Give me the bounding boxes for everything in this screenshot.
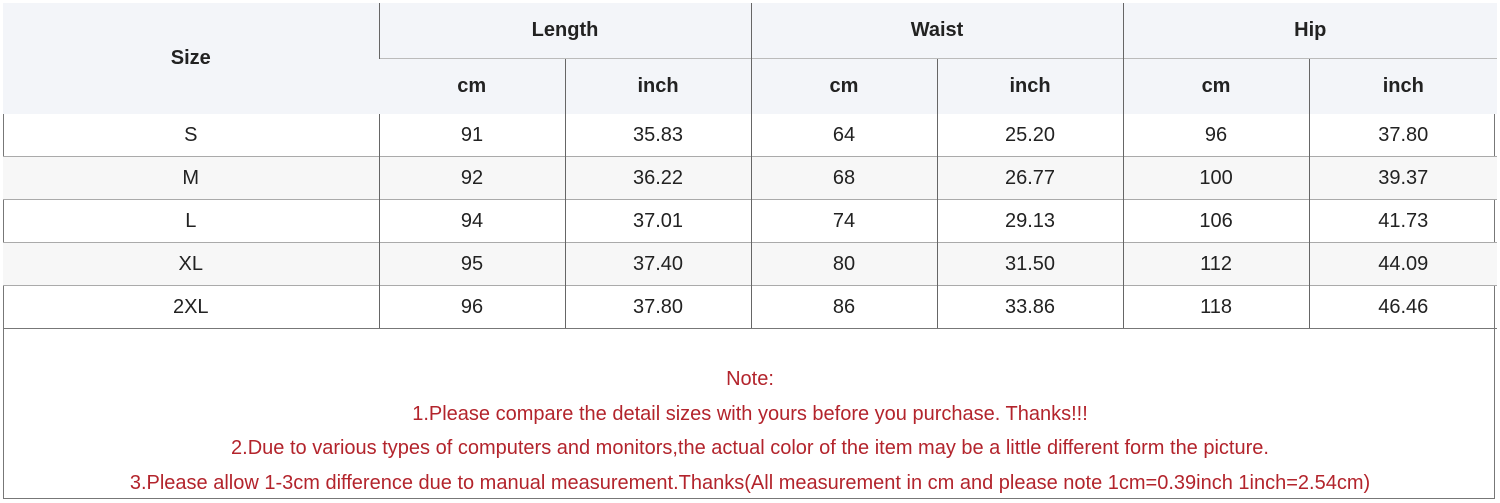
value-cell: 37.80 xyxy=(1308,114,1498,157)
value-cell: 37.40 xyxy=(564,242,751,286)
note-line-3: 3.Please allow 1-3cm difference due to m… xyxy=(129,471,1371,494)
unit-header: cm xyxy=(750,58,937,114)
value-cell: 25.20 xyxy=(936,114,1124,157)
value-cell: 94 xyxy=(378,199,565,243)
size-cell: S xyxy=(184,123,198,146)
unit-header: inch xyxy=(1308,58,1498,114)
value-cell: 86 xyxy=(750,285,937,329)
value-cell: 31.50 xyxy=(936,242,1124,286)
table-row: M 92 36.22 68 26.77 100 39.37 xyxy=(3,156,1498,200)
value-cell: 35.83 xyxy=(564,114,751,157)
notes-section: Note: 1.Please compare the detail sizes … xyxy=(3,362,1497,500)
value-cell: 100 xyxy=(1122,156,1310,200)
value-cell: 39.37 xyxy=(1308,156,1498,200)
unit-header: cm xyxy=(379,58,565,114)
value-cell: 112 xyxy=(1122,242,1310,286)
size-chart-table: Size Length Waist Hip cm inch cm inch cm inch… xyxy=(3,3,1498,329)
value-cell: 44.09 xyxy=(1308,242,1498,286)
value-cell: 33.86 xyxy=(936,285,1124,329)
value-cell: 74 xyxy=(750,199,937,243)
value-cell: 36.22 xyxy=(564,156,751,200)
size-cell: 2XL xyxy=(3,285,379,329)
value-cell: 64 xyxy=(750,114,937,157)
value-cell: 91 xyxy=(378,114,565,157)
value-cell: 46.46 xyxy=(1308,285,1498,329)
value-cell: 96 xyxy=(1122,114,1310,157)
value-cell: 95 xyxy=(378,242,565,286)
value-cell: 68 xyxy=(750,156,937,200)
size-cell: M xyxy=(3,156,379,200)
notes-title: Note: xyxy=(726,368,774,390)
value-cell: 37.01 xyxy=(564,199,751,243)
size-cell: L xyxy=(3,199,379,243)
value-cell: 37.80 xyxy=(564,285,751,329)
note-line-2: 2.Due to various types of computers and … xyxy=(231,437,1269,459)
value-cell: 96 xyxy=(378,285,565,329)
value-cell: 26.77 xyxy=(936,156,1124,200)
waist-header: Waist xyxy=(750,3,1124,59)
table-row: L 94 37.01 74 29.13 106 41.73 xyxy=(3,199,1498,243)
size-cell: XL xyxy=(3,242,379,286)
note-line-1: 1.Please compare the detail sizes with y… xyxy=(412,402,1088,425)
value-cell: 29.13 xyxy=(936,199,1124,243)
table-row: S 91 35.83 64 25.20 96 37.80 xyxy=(3,114,1498,157)
value-cell: 118 xyxy=(1122,285,1310,329)
length-header: Length xyxy=(378,3,751,59)
value-cell: 106 xyxy=(1122,199,1310,243)
unit-header: cm xyxy=(1122,58,1310,114)
unit-header: inch xyxy=(936,58,1124,114)
size-header: Size xyxy=(3,3,379,114)
value-cell: 41.73 xyxy=(1308,199,1498,243)
table-row: XL 95 37.40 80 31.50 112 44.09 xyxy=(3,242,1498,286)
table-row: 2XL 96 37.80 86 33.86 118 46.46 xyxy=(3,285,1498,329)
value-cell: 92 xyxy=(378,156,565,200)
value-cell: 80 xyxy=(750,242,937,286)
unit-header: inch xyxy=(564,58,751,114)
hip-header: Hip xyxy=(1122,3,1498,59)
